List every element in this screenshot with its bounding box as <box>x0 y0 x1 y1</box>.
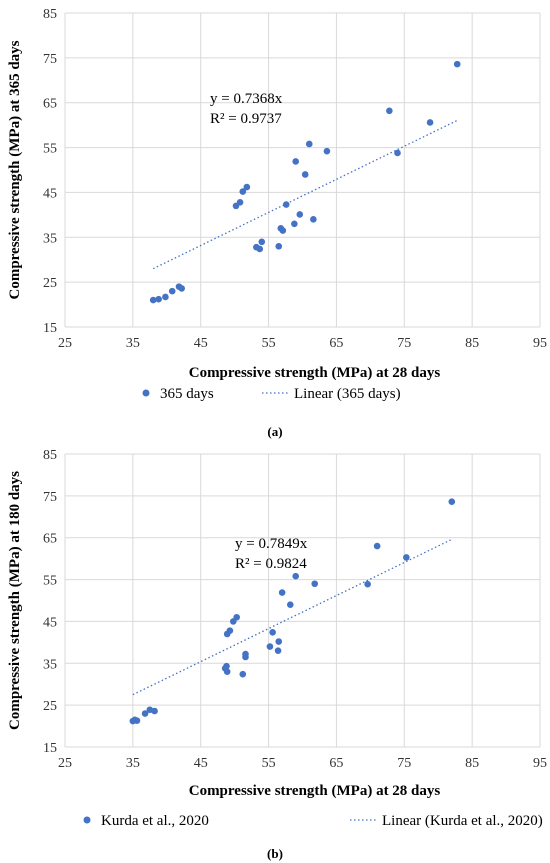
data-point <box>394 149 401 157</box>
data-point <box>286 601 294 608</box>
data-point <box>386 107 393 115</box>
data-point <box>310 216 317 223</box>
y-tick-label: 65 <box>43 97 57 112</box>
legend-label-points: 365 days <box>160 386 214 402</box>
data-point <box>239 670 247 678</box>
data-point <box>274 647 282 655</box>
y-axis-title: Compressive strength (MPa) at 365 days <box>7 40 23 299</box>
data-point <box>291 220 298 228</box>
y-tick-label: 45 <box>43 186 57 201</box>
data-point <box>243 183 251 191</box>
data-point <box>133 717 141 724</box>
y-tick-label: 85 <box>43 448 57 463</box>
x-tick-label: 45 <box>194 756 208 771</box>
x-tick-label: 95 <box>533 336 547 351</box>
x-tick-label: 85 <box>465 336 479 351</box>
x-tick-label: 65 <box>329 756 343 771</box>
data-point <box>301 171 309 178</box>
x-tick-label: 75 <box>397 756 411 771</box>
y-tick-label: 75 <box>43 52 57 67</box>
data-point <box>453 60 461 68</box>
data-point <box>242 650 249 658</box>
y-axis-title: Compressive strength (MPa) at 180 days <box>7 471 23 730</box>
trendline-equation: y = 0.7368x <box>210 91 283 107</box>
chart-b: 25 35 45 55 65 75 85 951525354555657585Compress… <box>7 448 547 829</box>
data-point <box>373 542 381 550</box>
x-tick-label: 55 <box>262 336 276 351</box>
data-point <box>266 643 274 650</box>
data-point <box>282 201 290 208</box>
data-point <box>292 572 300 580</box>
x-axis-title: Compressive strength (MPa) at 28 days <box>189 783 441 799</box>
data-point <box>141 710 149 717</box>
data-point <box>296 211 304 218</box>
data-point <box>256 245 264 253</box>
legend-marker <box>83 816 91 824</box>
legend-label-trendline: Linear (Kurda et al., 2020) <box>382 813 543 829</box>
data-point <box>151 707 158 715</box>
data-point <box>168 287 176 295</box>
legend-marker <box>142 389 150 397</box>
data-point <box>323 147 331 155</box>
x-tick-label: 95 <box>533 756 547 771</box>
data-point <box>258 238 266 246</box>
data-point <box>448 498 456 506</box>
data-point <box>275 242 283 250</box>
y-tick-label: 35 <box>43 231 57 246</box>
y-tick-label: 55 <box>43 142 57 157</box>
data-point <box>149 296 157 304</box>
y-tick-label: 85 <box>43 7 57 22</box>
trendline-equation: y = 0.7849x <box>235 536 308 552</box>
data-point <box>239 188 247 195</box>
data-point <box>155 295 162 303</box>
y-tick-label: 15 <box>43 321 57 336</box>
x-tick-label: 45 <box>194 336 208 351</box>
legend-label-trendline: Linear (365 days) <box>294 386 401 402</box>
data-point <box>226 627 234 634</box>
x-tick-label: 35 <box>126 756 140 771</box>
data-point <box>178 285 186 292</box>
chart-a: 25 35 45 55 65 75 85 951525354555657585Compress… <box>7 7 547 402</box>
data-point <box>233 613 240 621</box>
legend-label-points: Kurda et al., 2020 <box>101 813 209 829</box>
data-point <box>279 227 287 234</box>
y-tick-label: 35 <box>43 657 57 672</box>
data-point <box>426 119 434 126</box>
data-point <box>223 668 231 675</box>
r-squared-label: R² = 0.9824 <box>235 556 307 572</box>
x-tick-label: 55 <box>262 756 276 771</box>
y-tick-label: 55 <box>43 574 57 589</box>
y-tick-label: 25 <box>43 276 57 291</box>
y-tick-label: 75 <box>43 490 57 505</box>
data-point <box>364 580 371 588</box>
data-point <box>236 198 244 206</box>
x-tick-label: 25 <box>58 336 72 351</box>
y-tick-label: 25 <box>43 699 57 714</box>
x-tick-label: 65 <box>329 336 343 351</box>
data-point <box>275 638 283 645</box>
x-axis-title: Compressive strength (MPa) at 28 days <box>189 365 441 381</box>
x-tick-label: 85 <box>465 756 479 771</box>
data-point <box>403 554 410 561</box>
x-tick-label: 75 <box>397 336 411 351</box>
panel-label-a: (a) <box>267 424 283 439</box>
data-point <box>162 293 169 301</box>
data-point <box>305 140 313 148</box>
y-tick-label: 15 <box>43 741 57 756</box>
r-squared-label: R² = 0.9737 <box>210 111 282 127</box>
trendline <box>152 119 459 270</box>
x-tick-label: 35 <box>126 336 140 351</box>
trendline <box>132 538 453 696</box>
data-point <box>278 589 286 596</box>
y-tick-label: 65 <box>43 532 57 547</box>
x-tick-label: 25 <box>58 756 72 771</box>
data-point <box>311 580 319 588</box>
data-point <box>269 629 276 636</box>
panel-label-b: (b) <box>267 846 283 861</box>
data-point <box>292 158 300 165</box>
y-tick-label: 45 <box>43 615 57 630</box>
data-point <box>223 662 230 670</box>
